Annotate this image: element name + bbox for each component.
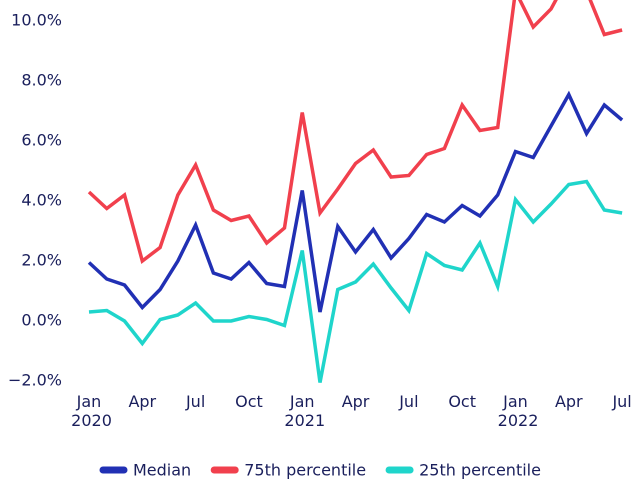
y-tick-label: 10.0%: [11, 11, 62, 30]
y-tick-label: 2.0%: [21, 251, 62, 270]
y-tick-label: 0.0%: [21, 311, 62, 330]
legend-label: Median: [133, 461, 191, 480]
legend-label: 25th percentile: [419, 461, 541, 480]
x-tick-label: Apr: [342, 392, 370, 411]
plot-area: [87, 0, 624, 383]
x-tick-label: Jan 2020: [66, 392, 112, 430]
x-tick-label: Jul: [398, 392, 418, 411]
line: [87, 90, 624, 313]
x-tick-label: Jan 2022: [493, 392, 539, 430]
legend-label: 75th percentile: [244, 461, 366, 480]
y-tick-label: 4.0%: [21, 191, 62, 210]
x-tick-label: Jul: [185, 392, 205, 411]
x-tick-label: Apr: [128, 392, 156, 411]
y-tick-label: 6.0%: [21, 131, 62, 150]
line: [88, 179, 623, 383]
x-tick-label: Jul: [611, 392, 631, 411]
x-tick-label: Apr: [555, 392, 583, 411]
x-tick-label: Oct: [235, 392, 263, 411]
x-tick-label: Oct: [448, 392, 476, 411]
line: [87, 0, 623, 264]
x-tick-label: Jan 2021: [279, 392, 325, 430]
y-tick-label: 8.0%: [21, 71, 62, 90]
y-tick-label: −2.0%: [8, 371, 62, 390]
